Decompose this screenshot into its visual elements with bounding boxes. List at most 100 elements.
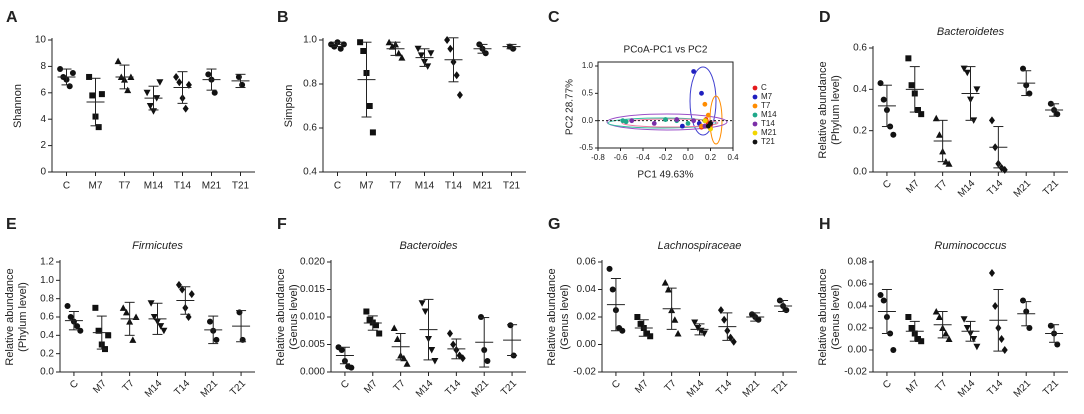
- point: [105, 332, 112, 339]
- point: [143, 89, 151, 97]
- y-axis-label: Relative abundance: [546, 268, 558, 365]
- x-tick-label: T21: [228, 378, 248, 398]
- point: [691, 319, 699, 326]
- y-axis-label: Simpson: [283, 85, 295, 128]
- point: [459, 354, 466, 363]
- point: [932, 114, 940, 122]
- point: [998, 335, 1005, 343]
- ellipse: [709, 95, 723, 145]
- point: [77, 327, 84, 334]
- point: [211, 89, 218, 96]
- y-tick-label: 0.2: [40, 348, 54, 359]
- point: [431, 358, 439, 365]
- y-axis-label: Relative abundance: [817, 268, 829, 365]
- y-tick-label: 2: [40, 140, 46, 151]
- y-tick-label: 0.8: [40, 293, 54, 304]
- point: [182, 104, 189, 113]
- point: [179, 285, 186, 294]
- y-tick-label: 0.6: [40, 312, 54, 323]
- point: [717, 306, 724, 315]
- x-tick-label: T14: [172, 378, 192, 398]
- legend-label: M21: [761, 128, 777, 137]
- x-tick-label: C: [610, 378, 623, 391]
- legend-marker: [752, 85, 758, 91]
- point: [634, 314, 641, 320]
- chart-title: Ruminococcus: [934, 240, 1007, 252]
- point: [185, 313, 192, 321]
- point: [376, 330, 383, 337]
- y-tick-label: 1.0: [40, 275, 54, 286]
- point: [992, 302, 999, 310]
- y-tick-label: 0: [40, 167, 46, 178]
- point: [637, 320, 644, 327]
- y-tick-label: 0.5: [582, 88, 594, 97]
- y-tick-label: 0.02: [848, 323, 868, 334]
- point: [671, 316, 679, 323]
- plot-frame: [597, 61, 734, 149]
- point: [157, 323, 165, 330]
- x-tick-label: M21: [202, 181, 222, 192]
- x-tick-label: C: [339, 378, 352, 391]
- point: [146, 103, 154, 110]
- y-axis-label: (Phylum level): [17, 282, 29, 352]
- y-tick-label: 0.010: [300, 312, 325, 323]
- pcoa-ellipses: [606, 66, 728, 145]
- point: [629, 118, 635, 124]
- legend-label: T21: [761, 137, 775, 146]
- x-tick-label: C: [68, 378, 81, 391]
- x-tick-label: M21: [1012, 378, 1034, 400]
- y-tick-label: 1.0: [582, 61, 594, 70]
- point: [674, 330, 682, 337]
- point: [484, 358, 491, 364]
- point: [64, 303, 71, 309]
- y-tick-label: 1.2: [40, 257, 54, 268]
- x-tick-label: -0.2: [659, 153, 673, 162]
- chart-title: Firmicutes: [132, 240, 183, 252]
- point: [674, 117, 680, 122]
- point: [478, 314, 485, 320]
- y-tick-label: 0.4: [303, 167, 317, 178]
- panel-letter: E: [6, 216, 17, 233]
- x-tick-label: T21: [770, 378, 790, 398]
- point: [421, 308, 429, 315]
- point: [418, 300, 426, 307]
- x-tick-label: C: [881, 378, 894, 391]
- x-tick-label: C: [63, 181, 70, 192]
- x-tick-label: M14: [956, 178, 978, 200]
- point: [428, 347, 436, 354]
- chart-title: PCoA-PC1 vs PC2: [624, 45, 708, 56]
- y-tick-label: 0.015: [300, 284, 325, 295]
- point: [664, 286, 672, 293]
- point: [877, 292, 884, 298]
- y-tick-label: 0.06: [848, 279, 868, 290]
- x-tick-label: M14: [144, 181, 164, 192]
- y-axis-label: (Genus level): [288, 284, 300, 349]
- x-tick-label: T14: [985, 378, 1005, 398]
- point: [679, 123, 685, 129]
- point: [447, 44, 454, 53]
- point: [691, 118, 697, 124]
- point: [363, 308, 370, 315]
- x-tick-label: T14: [443, 378, 463, 398]
- point: [205, 71, 212, 78]
- y-axis-label: Relative abundance: [817, 61, 829, 158]
- legend-label: M14: [761, 110, 777, 119]
- x-tick-label: M7: [633, 378, 651, 396]
- point: [427, 50, 435, 57]
- legend-marker: [752, 112, 758, 118]
- x-tick-label: M14: [956, 378, 978, 400]
- legend-label: T14: [761, 119, 775, 128]
- y-axis-label: (Genus level): [830, 284, 842, 349]
- point: [67, 314, 74, 320]
- x-tick-label: 0.0: [682, 153, 694, 162]
- x-tick-label: T14: [985, 178, 1005, 198]
- y-tick-label: 0.020: [300, 257, 325, 268]
- point: [213, 336, 220, 343]
- x-tick-label: M21: [1012, 178, 1034, 200]
- point: [1054, 341, 1061, 348]
- y-tick-label: 0.2: [853, 125, 867, 136]
- point: [691, 69, 697, 74]
- point: [1054, 111, 1061, 118]
- point: [988, 116, 995, 125]
- legend-label: T7: [761, 101, 771, 110]
